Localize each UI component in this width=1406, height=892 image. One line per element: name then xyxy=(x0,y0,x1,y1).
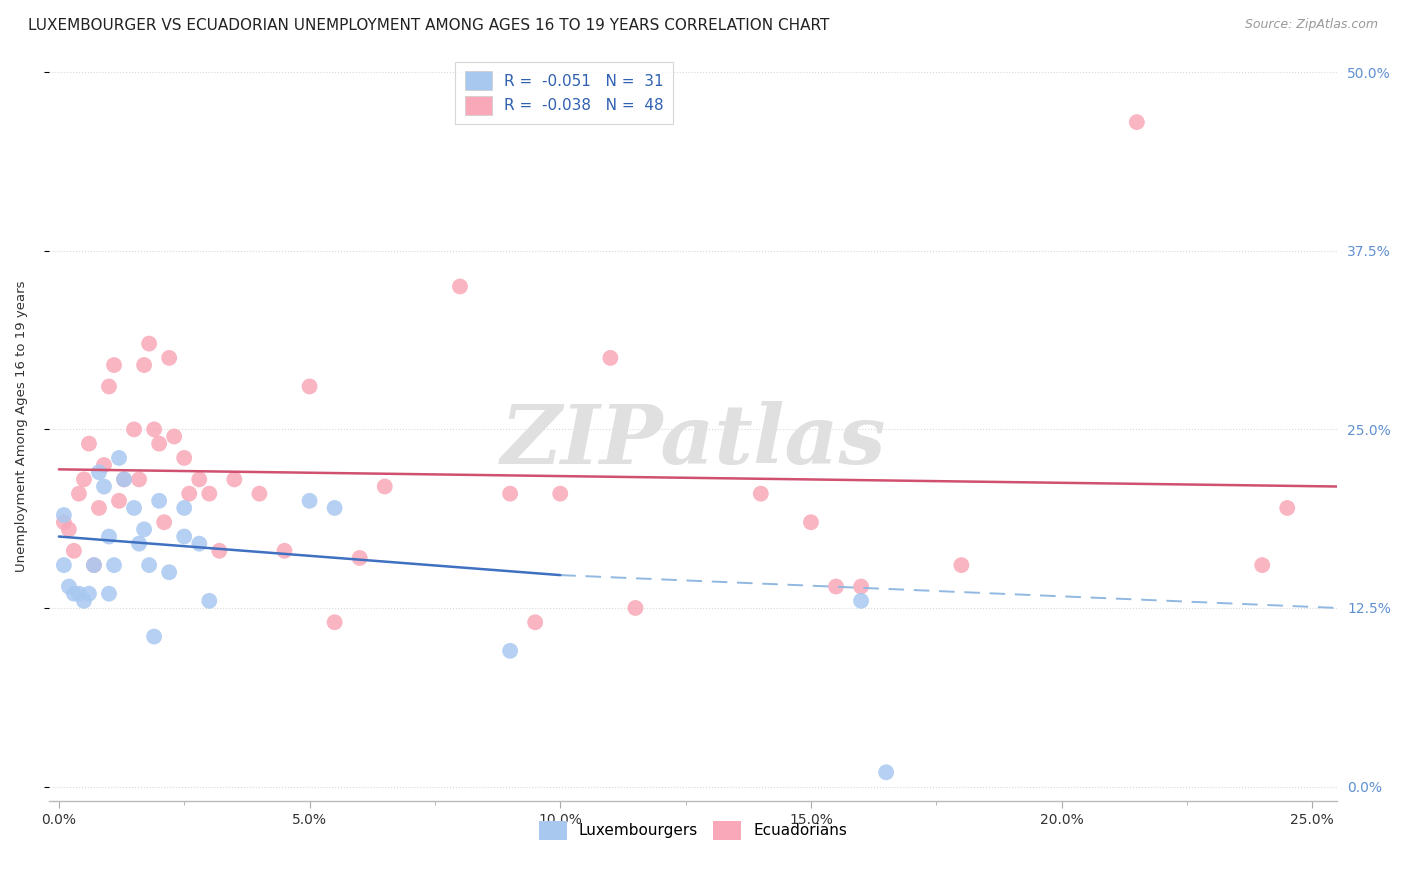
Point xyxy=(849,594,872,608)
Point xyxy=(73,472,96,486)
Point xyxy=(73,594,96,608)
Point xyxy=(548,486,571,500)
Point xyxy=(58,580,80,594)
Point xyxy=(52,558,75,573)
Point xyxy=(128,472,150,486)
Point xyxy=(875,765,897,780)
Text: LUXEMBOURGER VS ECUADORIAN UNEMPLOYMENT AMONG AGES 16 TO 19 YEARS CORRELATION CH: LUXEMBOURGER VS ECUADORIAN UNEMPLOYMENT … xyxy=(28,18,830,33)
Point xyxy=(298,379,321,393)
Point xyxy=(67,587,90,601)
Point xyxy=(825,580,848,594)
Point xyxy=(157,351,180,365)
Point xyxy=(87,500,110,515)
Point xyxy=(163,429,186,443)
Point xyxy=(198,594,221,608)
Point xyxy=(52,515,75,529)
Point xyxy=(950,558,973,573)
Point xyxy=(93,479,115,493)
Point xyxy=(98,379,121,393)
Point xyxy=(103,558,125,573)
Point xyxy=(148,436,170,450)
Point xyxy=(63,587,86,601)
Point xyxy=(323,615,346,630)
Point xyxy=(98,529,121,543)
Point xyxy=(800,515,823,529)
Point xyxy=(143,630,166,644)
Point xyxy=(1251,558,1274,573)
Point xyxy=(849,580,872,594)
Point xyxy=(77,436,100,450)
Point xyxy=(122,422,145,436)
Point xyxy=(188,536,211,550)
Point xyxy=(103,358,125,372)
Point xyxy=(148,493,170,508)
Point xyxy=(67,486,90,500)
Point xyxy=(153,515,176,529)
Point xyxy=(63,544,86,558)
Point xyxy=(128,536,150,550)
Point xyxy=(449,279,471,293)
Point xyxy=(132,358,155,372)
Legend: Luxembourgers, Ecuadorians: Luxembourgers, Ecuadorians xyxy=(533,815,853,846)
Point xyxy=(138,558,160,573)
Point xyxy=(208,544,231,558)
Point xyxy=(173,500,195,515)
Y-axis label: Unemployment Among Ages 16 to 19 years: Unemployment Among Ages 16 to 19 years xyxy=(15,280,28,572)
Point xyxy=(179,486,201,500)
Point xyxy=(198,486,221,500)
Point xyxy=(108,493,131,508)
Point xyxy=(138,336,160,351)
Point xyxy=(349,551,371,566)
Point xyxy=(499,644,522,658)
Text: ZIPatlas: ZIPatlas xyxy=(501,401,886,481)
Point xyxy=(298,493,321,508)
Point xyxy=(249,486,271,500)
Point xyxy=(374,479,396,493)
Point xyxy=(122,500,145,515)
Point xyxy=(173,450,195,465)
Point xyxy=(93,458,115,472)
Point xyxy=(112,472,135,486)
Point xyxy=(524,615,547,630)
Point xyxy=(83,558,105,573)
Point xyxy=(1126,115,1149,129)
Point xyxy=(624,601,647,615)
Point xyxy=(108,450,131,465)
Point xyxy=(323,500,346,515)
Point xyxy=(499,486,522,500)
Point xyxy=(143,422,166,436)
Point xyxy=(98,587,121,601)
Point xyxy=(273,544,295,558)
Point xyxy=(1277,500,1299,515)
Point xyxy=(52,508,75,522)
Point xyxy=(749,486,772,500)
Point xyxy=(188,472,211,486)
Point xyxy=(83,558,105,573)
Point xyxy=(87,465,110,479)
Point xyxy=(157,566,180,580)
Point xyxy=(224,472,246,486)
Point xyxy=(599,351,621,365)
Point xyxy=(58,522,80,536)
Point xyxy=(77,587,100,601)
Point xyxy=(173,529,195,543)
Text: Source: ZipAtlas.com: Source: ZipAtlas.com xyxy=(1244,18,1378,31)
Point xyxy=(132,522,155,536)
Point xyxy=(112,472,135,486)
